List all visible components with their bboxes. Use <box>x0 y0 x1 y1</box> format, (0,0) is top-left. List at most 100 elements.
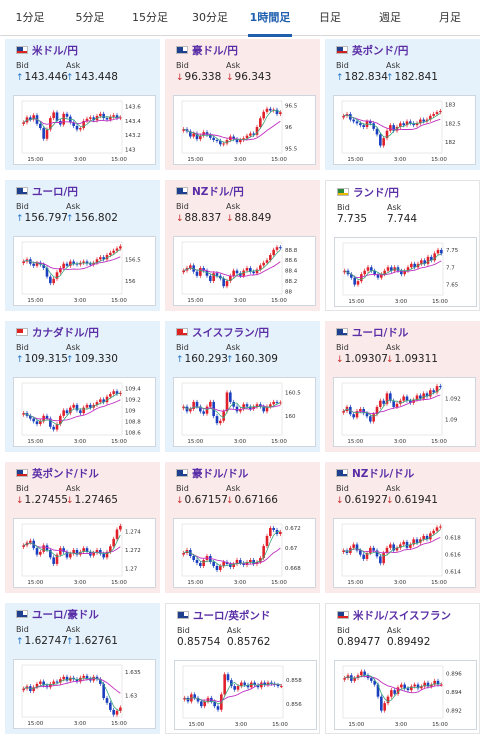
arrow-down-icon: ↓ <box>66 496 74 506</box>
rate-card[interactable]: 英ポンド/円 Bid Ask ↑182.834 ↑182.841 183 182.5 182 1… <box>325 39 480 170</box>
price-chart[interactable]: 0.858 0.856 15:00 3:00 15:00 <box>174 660 317 730</box>
candlestick-chart-svg: 0.672 0.67 0.668 15:00 3:00 15:00 <box>181 523 301 586</box>
candle-body <box>219 566 222 570</box>
candle-body <box>192 133 195 137</box>
currency-pair-link[interactable]: NZドル/ドル <box>352 468 415 480</box>
tab-daily[interactable]: 日足 <box>319 11 341 24</box>
bid-label: Bid <box>16 61 29 70</box>
rate-card[interactable]: ランド/円 Bid Ask 7.735 7.744 7.75 7.7 7.65 15:00 3:0… <box>325 180 480 311</box>
candle-body <box>409 544 412 548</box>
candle-body <box>280 686 283 688</box>
price-chart[interactable]: 143.6 143.4 143.2 143 15:00 3:00 15:00 <box>13 95 156 165</box>
currency-pair-link[interactable]: 英ポンド/ドル <box>32 468 99 480</box>
rate-card[interactable]: ユーロ/豪ドル Bid Ask ↑1.62747 ↑1.62761 1.635 1.63 15… <box>5 603 160 734</box>
candle-body <box>259 558 262 562</box>
rate-card[interactable]: 米ドル/円 Bid Ask ↑143.446 ↑143.448 143.6 143.4 143… <box>5 39 160 170</box>
y-tick-label: 88.6 <box>285 258 298 264</box>
rate-card[interactable]: カナダドル/円 Bid Ask ↑109.315 ↑109.330 109.4 109.2 1… <box>5 321 160 452</box>
candle-body <box>380 696 383 711</box>
rate-card[interactable]: 豪ドル/ドル Bid Ask ↓0.67157 ↓0.67166 0.672 0.67 0.6… <box>165 462 320 593</box>
price-chart[interactable]: 1.635 1.63 15:00 3:00 15:00 <box>13 659 156 729</box>
candle-body <box>52 278 55 284</box>
rate-card[interactable]: ユーロ/英ポンド Bid Ask 0.85754 0.85762 0.858 0.856 15… <box>165 603 320 734</box>
rate-card[interactable]: ユーロ/ドル Bid Ask ↓1.09307 ↓1.09311 1.092 1.09 15:… <box>325 321 480 452</box>
currency-pair-link[interactable]: ユーロ/英ポンド <box>193 610 271 622</box>
candle-body <box>222 143 225 145</box>
ask-label: Ask <box>66 484 81 493</box>
price-chart[interactable]: 0.672 0.67 0.668 15:00 3:00 15:00 <box>173 518 316 588</box>
rate-card[interactable]: スイスフラン/円 Bid Ask ↑160.293 ↑160.309 160.5 160 15… <box>165 321 320 452</box>
price-chart[interactable]: 1.092 1.09 15:00 3:00 15:00 <box>333 377 476 447</box>
currency-pair-link[interactable]: NZドル/円 <box>192 186 244 198</box>
candle-body <box>69 261 72 266</box>
rate-card[interactable]: ユーロ/円 Bid Ask ↑156.797 ↑156.802 156.5 156 15:00… <box>5 180 160 311</box>
ask-label: Ask <box>227 626 242 635</box>
rate-card[interactable]: NZドル/ドル Bid Ask ↓0.61927 ↓0.61941 0.618 0.616 0… <box>325 462 480 593</box>
x-tick-label: 15:00 <box>347 439 363 445</box>
tab-1hour[interactable]: 1時間足 <box>240 0 300 37</box>
price-chart[interactable]: 0.896 0.894 0.892 15:00 3:00 15:00 <box>334 660 477 730</box>
ask-price: 7.744 <box>387 213 418 225</box>
tab-15min[interactable]: 15分足 <box>132 11 168 24</box>
y-tick-label: 108.8 <box>125 419 141 425</box>
candle-body <box>405 121 409 126</box>
price-chart[interactable]: 0.618 0.616 0.614 15:00 3:00 15:00 <box>333 518 476 588</box>
price-chart[interactable]: 183 182.5 182 15:00 3:00 15:00 <box>333 95 476 165</box>
currency-pair-link[interactable]: ユーロ/円 <box>32 186 78 198</box>
candle-body <box>436 249 440 254</box>
candle-body <box>245 404 249 407</box>
candle-body <box>252 133 255 135</box>
y-tick-label: 109.2 <box>125 397 141 403</box>
price-chart[interactable]: 156.5 156 15:00 3:00 15:00 <box>13 236 156 306</box>
currency-pair-link[interactable]: ユーロ/豪ドル <box>32 609 99 621</box>
candle-body <box>22 545 25 547</box>
price-chart[interactable]: 7.75 7.7 7.65 15:00 3:00 15:00 <box>334 237 477 307</box>
rate-card[interactable]: 豪ドル/円 Bid Ask ↓96.338 ↓96.343 96.5 96 95.5 15:00… <box>165 39 320 170</box>
currency-pair-link[interactable]: 英ポンド/円 <box>352 45 409 57</box>
price-chart[interactable]: 88.8 88.6 88.4 88.2 88 15:00 3:00 15:00 <box>173 236 316 306</box>
price-chart[interactable]: 109.4 109.2 109 108.8 108.6 15:00 3:00 15:00 <box>13 377 156 447</box>
price-chart[interactable]: 160.5 160 15:00 3:00 15:00 <box>173 377 316 447</box>
price-chart[interactable]: 1.274 1.272 1.27 15:00 3:00 15:00 <box>13 518 156 588</box>
candle-body <box>65 676 69 681</box>
candle-body <box>42 264 45 268</box>
candle-body <box>55 272 59 279</box>
tab-1min[interactable]: 1分足 <box>15 11 45 24</box>
bid-label: Bid <box>336 343 349 352</box>
currency-pair-link[interactable]: スイスフラン/円 <box>192 327 270 339</box>
currency-pair-link[interactable]: ユーロ/ドル <box>352 327 409 339</box>
us-flag-icon <box>16 46 28 54</box>
rate-card[interactable]: 米ドル/スイスフラン Bid Ask 0.89477 0.89492 0.896 0.894… <box>325 603 480 734</box>
price-chart[interactable]: 96.5 96 95.5 15:00 3:00 15:00 <box>173 95 316 165</box>
tab-5min[interactable]: 5分足 <box>75 11 105 24</box>
currency-pair-link[interactable]: カナダドル/円 <box>32 327 99 339</box>
candle-body <box>426 682 430 687</box>
plot-area <box>21 664 123 718</box>
candle-body <box>215 140 219 141</box>
bid-price: 160.293 <box>184 353 228 365</box>
candle-body <box>383 270 386 275</box>
candle-body <box>382 400 385 404</box>
candle-body <box>102 257 105 260</box>
tab-weekly[interactable]: 週足 <box>379 11 401 24</box>
candle-body <box>212 562 215 566</box>
currency-pair-link[interactable]: 米ドル/円 <box>32 45 78 57</box>
candle-body <box>229 275 232 281</box>
currency-pair-link[interactable]: 米ドル/スイスフラン <box>353 610 452 622</box>
candle-body <box>252 271 255 274</box>
plot-area <box>182 665 284 719</box>
arrow-up-icon: ↑ <box>16 355 24 365</box>
eu-flag-icon <box>336 328 348 336</box>
tab-30min[interactable]: 30分足 <box>192 11 228 24</box>
currency-pair-link[interactable]: 豪ドル/円 <box>192 45 238 57</box>
rate-card[interactable]: NZドル/円 Bid Ask ↓88.837 ↓88.849 88.8 88.6 88.4 88… <box>165 180 320 311</box>
candle-body <box>429 390 432 397</box>
candle-body <box>245 135 249 139</box>
candle-body <box>75 404 79 411</box>
currency-pair-link[interactable]: ランド/円 <box>353 187 399 199</box>
candle-body <box>429 115 432 120</box>
candle-body <box>409 400 412 403</box>
tab-monthly[interactable]: 月足 <box>439 11 461 24</box>
currency-pair-link[interactable]: 豪ドル/ドル <box>192 468 249 480</box>
rate-card[interactable]: 英ポンド/ドル Bid Ask ↓1.27455 ↓1.27465 1.274 1.272 1… <box>5 462 160 593</box>
